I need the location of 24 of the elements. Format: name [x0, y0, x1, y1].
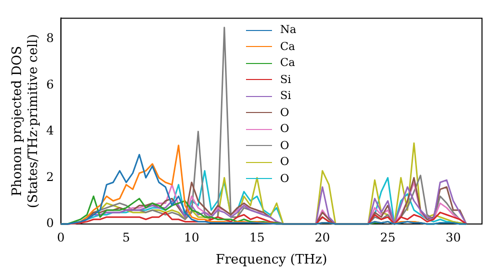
- legend-label: O: [280, 170, 290, 187]
- x-tick-label: 15: [249, 230, 265, 244]
- legend-label: O: [280, 154, 290, 170]
- legend-label: O: [280, 138, 290, 154]
- y-tick-label: 4: [46, 124, 54, 138]
- y-tick-label: 8: [46, 31, 54, 46]
- legend-label: O: [280, 121, 290, 138]
- legend-label: Ca: [280, 38, 296, 55]
- legend-label: Si: [280, 72, 292, 88]
- x-axis-title: Frequency (THz): [216, 252, 328, 268]
- y-axis-title: Phonon projected DOS (States/THz·primitive cell): [10, 34, 41, 208]
- x-tick-label: 10: [184, 230, 200, 244]
- y-tick-label: 6: [46, 77, 54, 92]
- y-tick-label: 0: [46, 216, 54, 230]
- x-tick-label: 0: [57, 230, 65, 244]
- x-tick-label: 30: [446, 230, 461, 244]
- x-tick-label: 20: [314, 230, 330, 244]
- legend-label: O: [280, 104, 290, 121]
- x-tick-label: 5: [122, 230, 130, 244]
- y-tick-label: 2: [46, 170, 54, 184]
- x-tick-label: 25: [380, 230, 396, 244]
- legend-label: Ca: [280, 55, 296, 72]
- legend-label: Si: [280, 88, 292, 104]
- legend-label: Na: [280, 22, 296, 38]
